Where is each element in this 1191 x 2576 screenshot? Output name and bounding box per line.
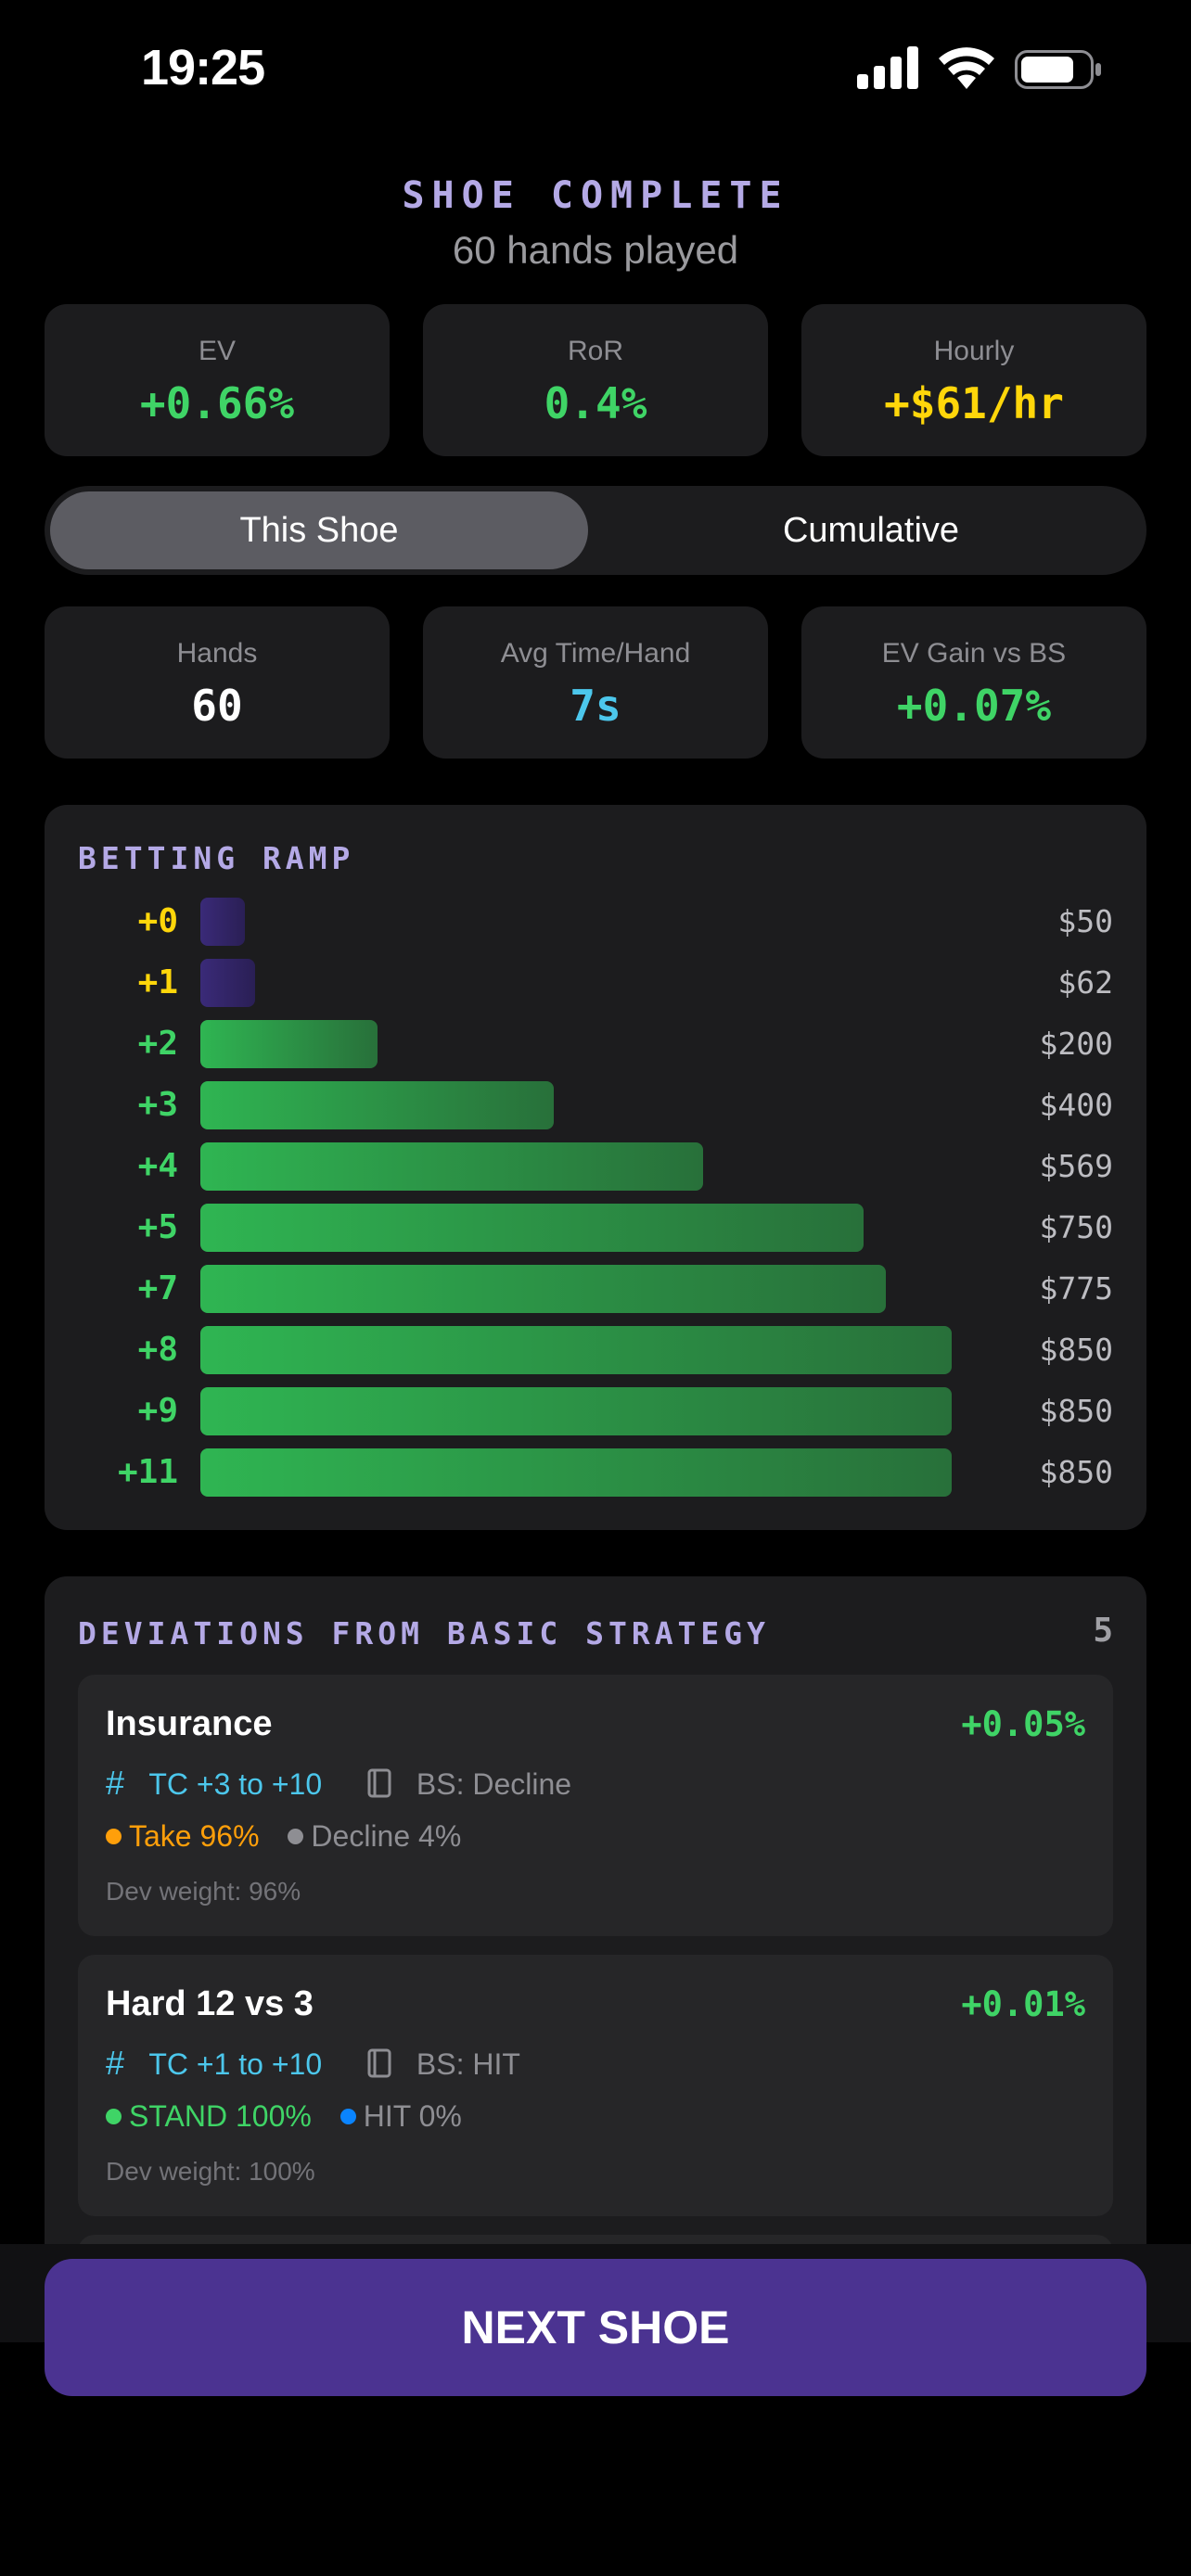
ramp-bar — [200, 959, 255, 1007]
wifi-icon — [939, 47, 994, 89]
ramp-row: +5 $750 — [45, 1202, 1146, 1254]
ramp-bet-amount: $850 — [1039, 1393, 1113, 1429]
avg-time-stat-card: Avg Time/Hand 7s — [423, 606, 768, 759]
avg-time-value: 7s — [570, 681, 621, 731]
ramp-row: +11 $850 — [45, 1447, 1146, 1498]
page-title: SHOE COMPLETE — [402, 174, 789, 217]
ramp-bet-amount: $850 — [1039, 1454, 1113, 1490]
tab-cumulative[interactable]: Cumulative — [782, 511, 960, 550]
decline-dot-icon — [288, 1829, 304, 1844]
ror-stat-card: RoR 0.4% — [423, 304, 768, 456]
hourly-stat-card: Hourly +$61/hr — [801, 304, 1146, 456]
ramp-bar — [200, 1326, 952, 1374]
avg-time-label: Avg Time/Hand — [500, 638, 691, 669]
stand-dot-icon — [106, 2109, 122, 2124]
ramp-bar — [200, 1081, 554, 1129]
betting-ramp-title: BETTING RAMP — [78, 840, 355, 876]
ramp-bar — [200, 898, 245, 946]
deviation-ev: +0.05% — [961, 1704, 1085, 1744]
ramp-bar — [200, 1448, 952, 1497]
scope-segmented-control: This Shoe Cumulative — [45, 486, 1146, 575]
deviation-weight: Dev weight: 100% — [106, 2157, 315, 2186]
hands-stat-card: Hands 60 — [45, 606, 390, 759]
ramp-true-count: +11 — [117, 1453, 178, 1491]
ramp-bar — [200, 1204, 864, 1252]
hourly-label: Hourly — [933, 336, 1015, 366]
ramp-bar — [200, 1142, 703, 1191]
ramp-row: +3 $400 — [45, 1079, 1146, 1131]
hash-icon: # — [106, 1764, 125, 1802]
ramp-true-count: +2 — [137, 1025, 178, 1063]
hands-label: Hands — [176, 638, 258, 669]
ramp-bet-amount: $50 — [1057, 903, 1113, 939]
deviation-basic-strategy: BS: HIT — [416, 2047, 520, 2081]
ramp-true-count: +8 — [137, 1331, 178, 1369]
segment-selection-indicator — [50, 491, 588, 569]
ramp-row: +1 $62 — [45, 957, 1146, 1009]
ev-gain-value: +0.07% — [896, 681, 1052, 731]
deviation-item[interactable]: Hard 12 vs 3 +0.01% # TC +1 to +10 BS: H… — [78, 1955, 1113, 2216]
ramp-row: +9 $850 — [45, 1385, 1146, 1437]
deviation-item[interactable]: Insurance +0.05% # TC +3 to +10 BS: Decl… — [78, 1675, 1113, 1936]
status-time: 19:25 — [141, 40, 265, 96]
ramp-bar — [200, 1387, 952, 1435]
ramp-true-count: +9 — [137, 1392, 178, 1430]
book-icon — [367, 2048, 391, 2078]
book-icon — [367, 1768, 391, 1798]
hourly-value: +$61/hr — [884, 378, 1064, 428]
ev-stat-card: EV +0.66% — [45, 304, 390, 456]
ramp-row: +4 $569 — [45, 1141, 1146, 1192]
ramp-bet-amount: $62 — [1057, 964, 1113, 1001]
ramp-true-count: +1 — [137, 963, 178, 1001]
ramp-bet-amount: $750 — [1039, 1209, 1113, 1245]
ror-label: RoR — [567, 336, 623, 366]
hands-value: 60 — [191, 681, 243, 731]
ramp-true-count: +4 — [137, 1147, 178, 1185]
deviation-tc-range: TC +1 to +10 — [148, 2047, 323, 2081]
ramp-row: +7 $775 — [45, 1263, 1146, 1315]
deviation-name: Hard 12 vs 3 — [106, 1984, 314, 2023]
deviation-weight: Dev weight: 96% — [106, 1877, 301, 1906]
deviation-ev: +0.01% — [961, 1984, 1085, 2024]
ev-gain-stat-card: EV Gain vs BS +0.07% — [801, 606, 1146, 759]
next-shoe-button[interactable]: NEXT SHOE — [45, 2259, 1146, 2396]
ev-label: EV — [198, 336, 237, 366]
ev-gain-label: EV Gain vs BS — [881, 638, 1067, 669]
deviation-option-primary: Take 96% — [129, 1819, 260, 1853]
ramp-bet-amount: $400 — [1039, 1087, 1113, 1123]
ramp-bet-amount: $775 — [1039, 1270, 1113, 1307]
deviation-option-primary: STAND 100% — [129, 2099, 312, 2133]
ramp-row: +8 $850 — [45, 1324, 1146, 1376]
ramp-bet-amount: $200 — [1039, 1026, 1113, 1062]
ev-value: +0.66% — [139, 378, 295, 428]
ror-value: 0.4% — [544, 378, 647, 428]
ramp-bet-amount: $850 — [1039, 1332, 1113, 1368]
take-dot-icon — [106, 1829, 122, 1844]
ramp-true-count: +0 — [137, 902, 178, 940]
ramp-true-count: +5 — [137, 1208, 178, 1246]
deviation-name: Insurance — [106, 1704, 273, 1743]
deviations-title: DEVIATIONS FROM BASIC STRATEGY — [78, 1615, 771, 1651]
deviation-option-secondary: HIT 0% — [363, 2099, 462, 2133]
ramp-row: +0 $50 — [45, 896, 1146, 948]
cellular-signal-icon — [857, 46, 918, 89]
hands-played-subtitle: 60 hands played — [452, 228, 739, 272]
hash-icon: # — [106, 2044, 125, 2082]
hit-dot-icon — [339, 2109, 356, 2124]
ramp-bar — [200, 1265, 886, 1313]
ramp-true-count: +7 — [137, 1269, 178, 1307]
ramp-row: +2 $200 — [45, 1018, 1146, 1070]
deviations-count: 5 — [1093, 1612, 1113, 1650]
ramp-true-count: +3 — [137, 1086, 178, 1124]
deviation-basic-strategy: BS: Decline — [416, 1767, 572, 1801]
deviation-tc-range: TC +3 to +10 — [148, 1767, 323, 1801]
battery-icon — [1015, 50, 1101, 89]
ramp-bet-amount: $569 — [1039, 1148, 1113, 1184]
status-bar: 19:25 — [0, 0, 1191, 139]
deviation-option-secondary: Decline 4% — [311, 1819, 462, 1853]
tab-this-shoe[interactable]: This Shoe — [239, 511, 399, 550]
ramp-bar — [200, 1020, 378, 1068]
